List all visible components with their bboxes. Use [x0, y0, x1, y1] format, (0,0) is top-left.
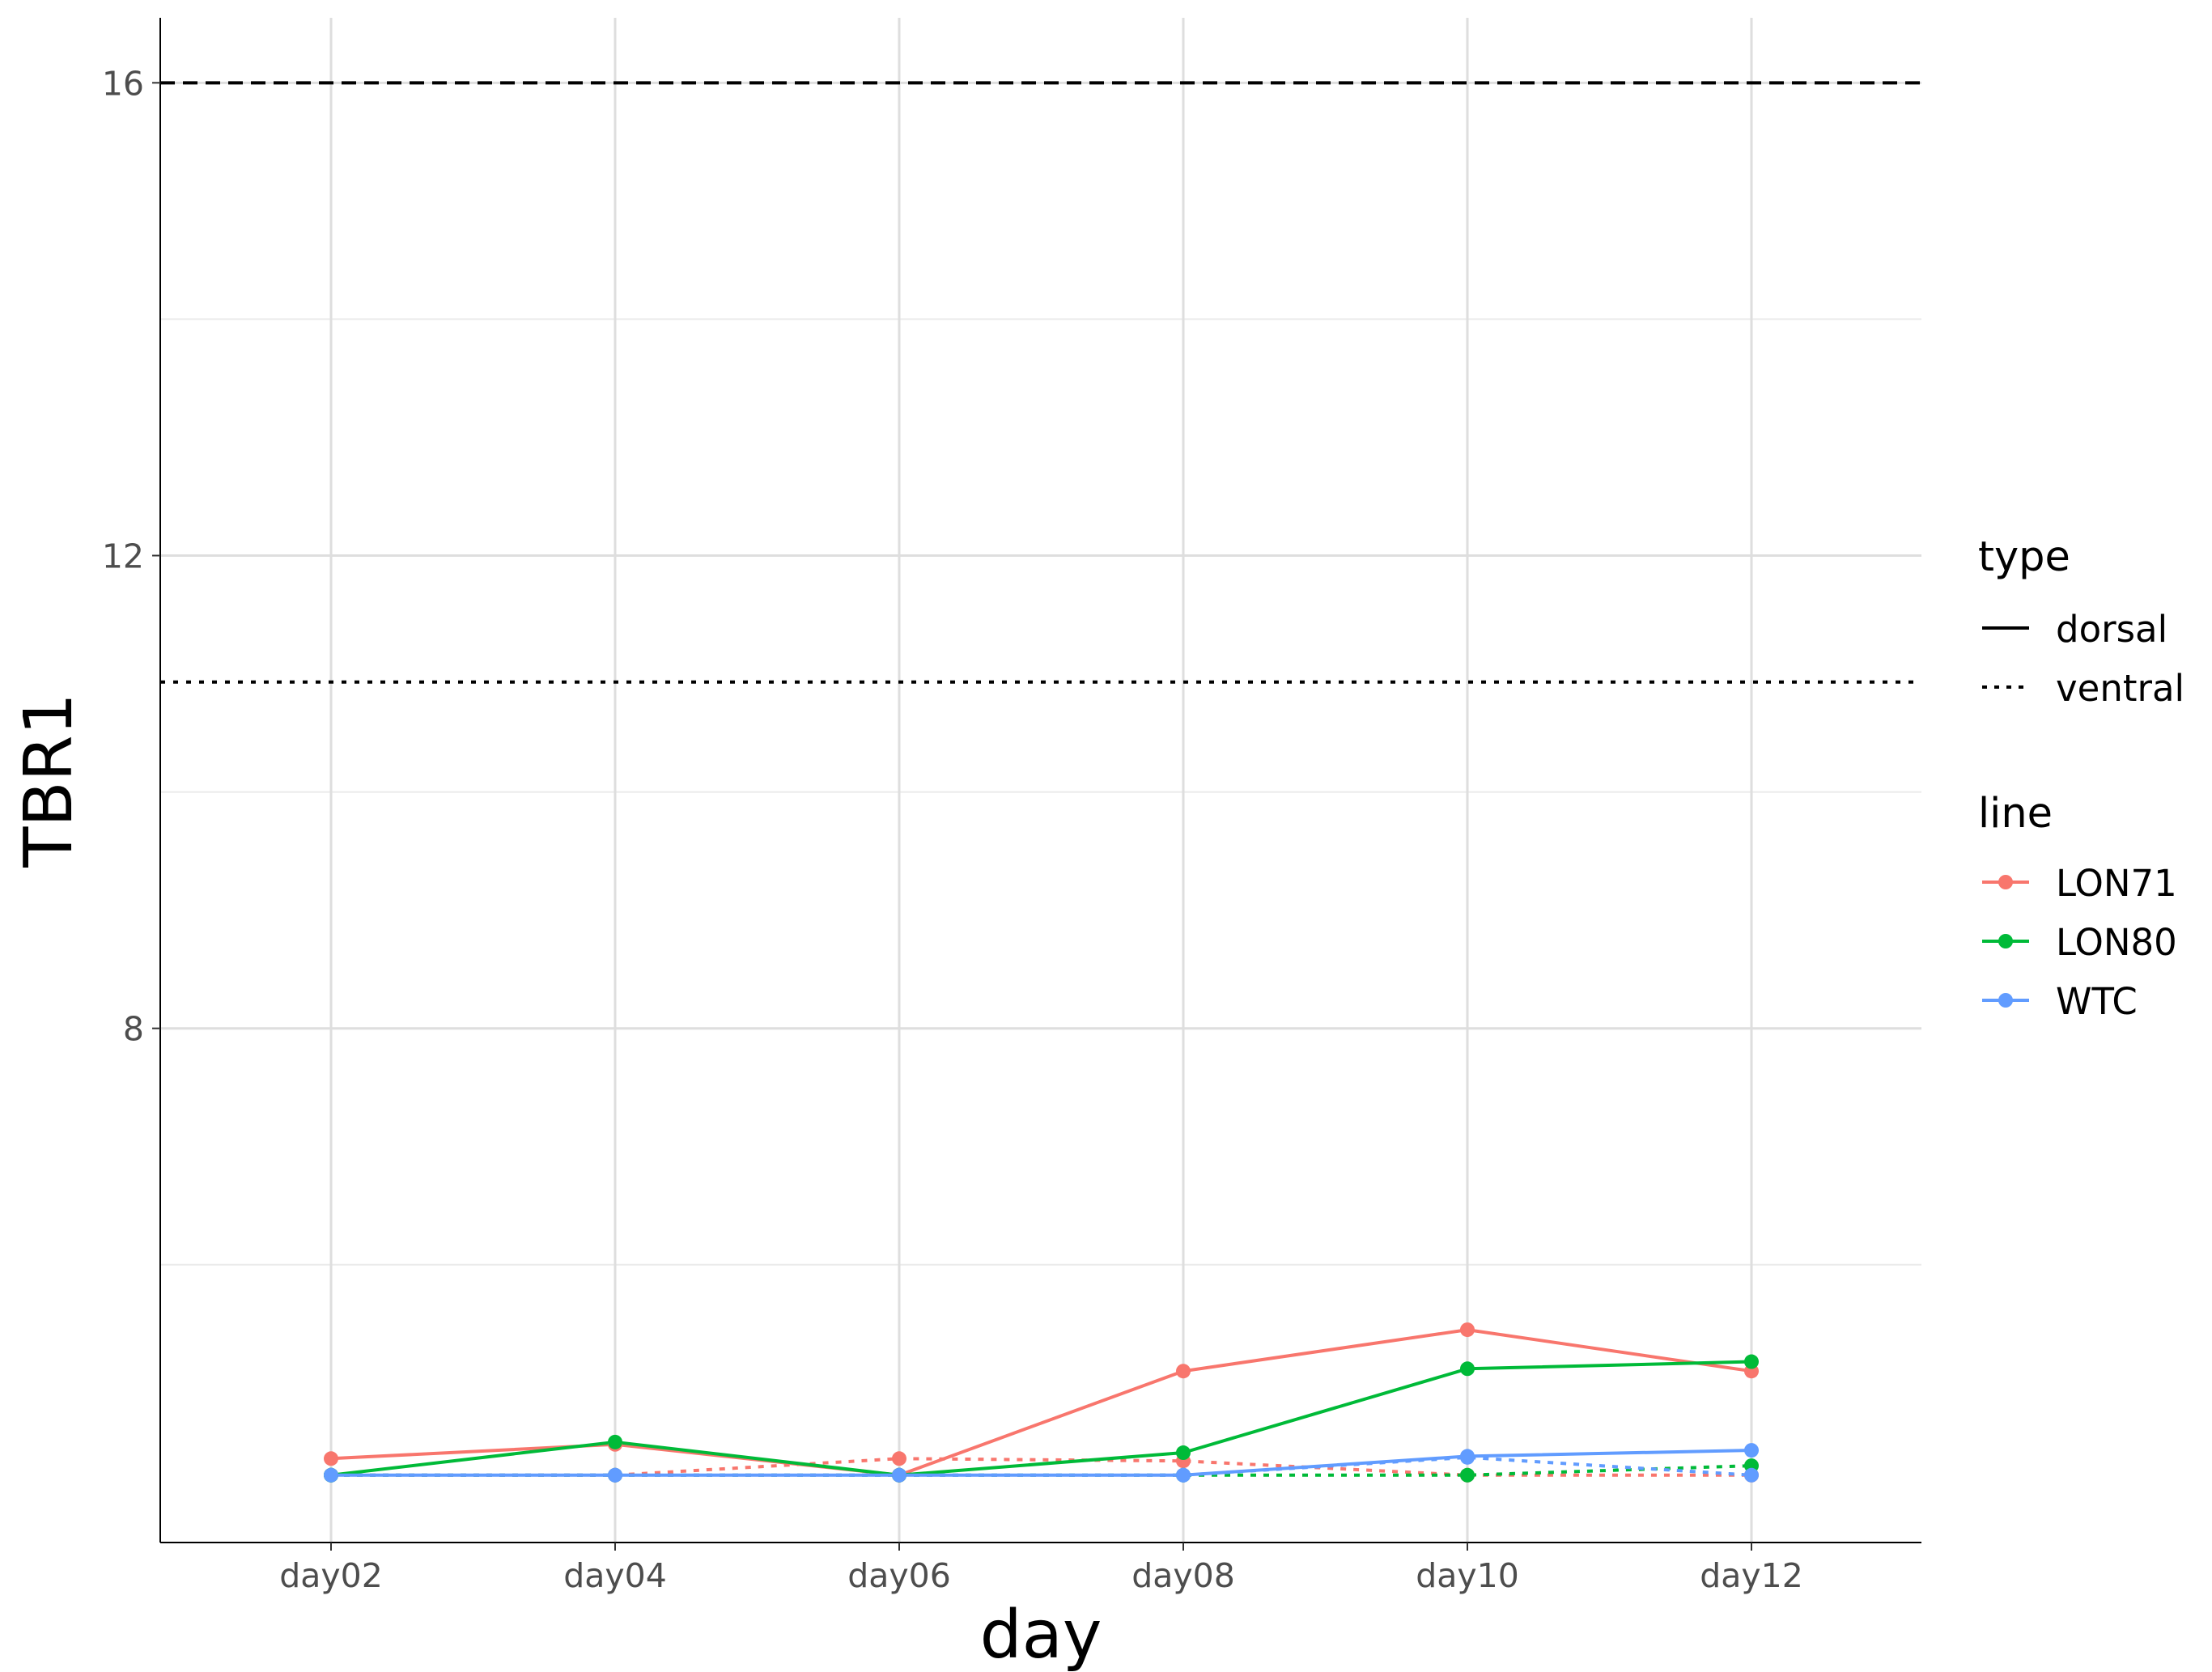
x-tick-label: day06	[847, 1556, 951, 1595]
series-lines	[330, 1328, 1752, 1477]
legend-key-point-lon71	[1998, 875, 2013, 889]
y-axis-title: TBR1	[11, 693, 87, 868]
data-point-lon71-dorsal	[324, 1451, 338, 1466]
legend-key-point-wtc	[1998, 993, 2013, 1008]
y-tick-label: 12	[102, 537, 144, 576]
data-point-lon80-dorsal	[1744, 1354, 1759, 1369]
data-point-lon80-dorsal	[608, 1434, 622, 1449]
data-point-lon80-dorsal	[1176, 1445, 1191, 1461]
y-tick-label: 8	[123, 1010, 144, 1049]
x-tick-label: day10	[1416, 1556, 1519, 1595]
data-point-lon80-ventral	[1460, 1467, 1475, 1483]
legend-label-dorsal: dorsal	[2056, 608, 2167, 651]
data-point-wtc-dorsal	[1460, 1449, 1475, 1464]
major-gridlines	[160, 18, 1921, 1543]
x-tick-label: day12	[1700, 1556, 1803, 1595]
legend-label-lon80: LON80	[2056, 921, 2177, 964]
x-tick-label: day02	[279, 1556, 383, 1595]
y-tick-label: 16	[102, 64, 144, 103]
series-points	[324, 1322, 1759, 1483]
x-axis-title: day	[980, 1597, 1102, 1672]
legend-key-point-lon80	[1998, 934, 2013, 948]
data-point-wtc-dorsal	[892, 1467, 906, 1483]
legend-label-ventral: ventral	[2056, 667, 2184, 710]
data-point-wtc-dorsal	[608, 1467, 622, 1483]
data-point-lon71-ventral	[892, 1451, 906, 1466]
x-tick-label: day04	[563, 1556, 667, 1595]
tick-labels: 8 12 16 day02 day04 day06 day08 day10 day12	[102, 64, 1803, 1595]
x-tick-label: day08	[1131, 1556, 1235, 1595]
data-point-wtc-dorsal	[1744, 1443, 1759, 1458]
data-point-lon71-dorsal	[1460, 1322, 1475, 1338]
legend-type-title: type	[1978, 533, 2070, 581]
data-point-lon80-dorsal	[1460, 1361, 1475, 1377]
reference-lines	[160, 81, 1921, 684]
axes	[152, 18, 1921, 1551]
data-point-lon71-dorsal	[1176, 1364, 1191, 1379]
series-line-wtc-dorsal	[331, 1449, 1752, 1477]
data-point-wtc-dorsal	[1176, 1467, 1191, 1483]
minor-gridlines	[160, 318, 1921, 1266]
legend: type line dorsal ventral LON71 LON80 WTC	[1978, 533, 2184, 1023]
legend-label-lon71: LON71	[2056, 862, 2177, 905]
data-point-wtc-ventral	[1744, 1467, 1759, 1483]
data-point-wtc-dorsal	[324, 1467, 338, 1483]
legend-label-wtc: WTC	[2056, 980, 2138, 1023]
series-line-lon80-dorsal	[330, 1360, 1752, 1477]
legend-line-title: line	[1978, 790, 2053, 838]
